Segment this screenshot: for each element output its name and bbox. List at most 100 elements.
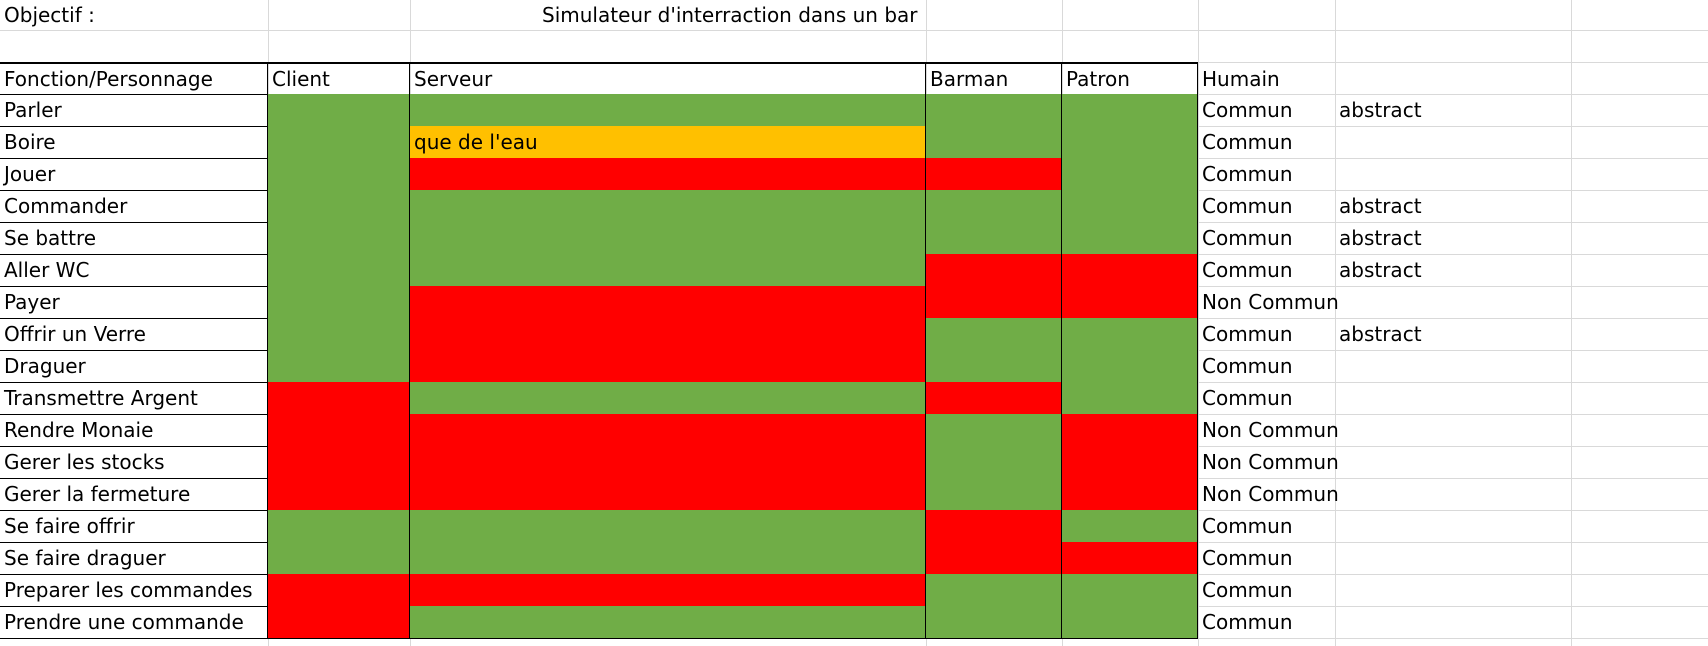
cell-client-yes[interactable] (268, 190, 410, 223)
humain-value: Non Commun (1202, 290, 1339, 314)
cell-client-no[interactable] (268, 574, 410, 607)
header-patron: Patron (1062, 62, 1198, 95)
cell-serveur-yes[interactable] (410, 510, 926, 543)
row-label: Gerer la fermeture (0, 478, 268, 511)
cell-barman-no[interactable] (926, 510, 1062, 543)
cell-client-no[interactable] (268, 606, 410, 639)
cell-serveur-no[interactable] (410, 414, 926, 447)
cell-patron-yes[interactable] (1062, 318, 1198, 351)
humain-value: Commun (1202, 322, 1293, 346)
cell-serveur-no[interactable] (410, 478, 926, 511)
row-label: Jouer (0, 158, 268, 191)
cell-barman-yes[interactable] (926, 350, 1062, 383)
cell-barman-yes[interactable] (926, 446, 1062, 479)
grid-col-line (1198, 0, 1199, 646)
cell-patron-yes[interactable] (1062, 510, 1198, 543)
cell-serveur-yes[interactable] (410, 382, 926, 415)
header-client: Client (268, 62, 410, 95)
row-label: Se battre (0, 222, 268, 255)
cell-client-yes[interactable] (268, 510, 410, 543)
cell-serveur-no[interactable] (410, 318, 926, 351)
row-label: Rendre Monaie (0, 414, 268, 447)
cell-serveur-no[interactable] (410, 446, 926, 479)
row-label: Draguer (0, 350, 268, 383)
cell-patron-yes[interactable] (1062, 222, 1198, 255)
objectif-label: Objectif : (4, 3, 95, 27)
header-barman: Barman (926, 62, 1062, 95)
cell-client-no[interactable] (268, 414, 410, 447)
humain-value: Non Commun (1202, 450, 1339, 474)
header-humain: Humain (1202, 66, 1280, 91)
humain-value: Commun (1202, 98, 1293, 122)
cell-serveur-no[interactable] (410, 286, 926, 319)
cell-client-no[interactable] (268, 446, 410, 479)
cell-serveur-yes[interactable] (410, 94, 926, 127)
cell-serveur-yes[interactable] (410, 542, 926, 575)
cell-barman-yes[interactable] (926, 414, 1062, 447)
cell-serveur-yes[interactable] (410, 222, 926, 255)
humain-value: Commun (1202, 354, 1293, 378)
cell-barman-no[interactable] (926, 542, 1062, 575)
humain-value: Commun (1202, 514, 1293, 538)
cell-patron-no[interactable] (1062, 542, 1198, 575)
cell-barman-yes[interactable] (926, 190, 1062, 223)
cell-client-yes[interactable] (268, 318, 410, 351)
row-label: Offrir un Verre (0, 318, 268, 351)
cell-client-yes[interactable] (268, 94, 410, 127)
cell-barman-yes[interactable] (926, 222, 1062, 255)
cell-patron-no[interactable] (1062, 446, 1198, 479)
cell-serveur-yes[interactable] (410, 254, 926, 287)
cell-client-yes[interactable] (268, 542, 410, 575)
cell-barman-no[interactable] (926, 158, 1062, 191)
cell-patron-yes[interactable] (1062, 190, 1198, 223)
row-label: Prendre une commande (0, 606, 268, 639)
cell-barman-yes[interactable] (926, 94, 1062, 127)
cell-barman-yes[interactable] (926, 478, 1062, 511)
abstract-flag: abstract (1339, 322, 1422, 346)
cell-patron-yes[interactable] (1062, 382, 1198, 415)
cell-patron-yes[interactable] (1062, 574, 1198, 607)
row-label: Preparer les commandes (0, 574, 268, 607)
cell-barman-yes[interactable] (926, 318, 1062, 351)
cell-client-yes[interactable] (268, 254, 410, 287)
cell-client-no[interactable] (268, 382, 410, 415)
cell-patron-yes[interactable] (1062, 158, 1198, 191)
cell-barman-no[interactable] (926, 254, 1062, 287)
cell-patron-yes[interactable] (1062, 126, 1198, 159)
row-label: Se faire draguer (0, 542, 268, 575)
humain-value: Commun (1202, 610, 1293, 634)
cell-patron-no[interactable] (1062, 478, 1198, 511)
humain-value: Non Commun (1202, 418, 1339, 442)
cell-client-yes[interactable] (268, 222, 410, 255)
cell-barman-yes[interactable] (926, 126, 1062, 159)
humain-value: Commun (1202, 258, 1293, 282)
cell-serveur-yes[interactable] (410, 190, 926, 223)
grid-col-line (1571, 0, 1572, 646)
cell-barman-yes[interactable] (926, 574, 1062, 607)
cell-client-no[interactable] (268, 478, 410, 511)
row-label: Gerer les stocks (0, 446, 268, 479)
header-serveur: Serveur (410, 62, 926, 95)
cell-client-yes[interactable] (268, 350, 410, 383)
cell-serveur-no[interactable] (410, 350, 926, 383)
cell-serveur-no[interactable] (410, 574, 926, 607)
cell-serveur-yes[interactable] (410, 606, 926, 639)
cell-client-yes[interactable] (268, 286, 410, 319)
cell-client-yes[interactable] (268, 126, 410, 159)
cell-patron-yes[interactable] (1062, 94, 1198, 127)
row-label: Transmettre Argent (0, 382, 268, 415)
row-label: Se faire offrir (0, 510, 268, 543)
cell-barman-no[interactable] (926, 382, 1062, 415)
cell-barman-yes[interactable] (926, 606, 1062, 639)
cell-patron-no[interactable] (1062, 286, 1198, 319)
cell-barman-no[interactable] (926, 286, 1062, 319)
cell-serveur-no[interactable] (410, 158, 926, 191)
cell-serveur-partial[interactable]: que de l'eau (410, 126, 926, 159)
grid-row-line (0, 30, 1708, 31)
cell-patron-no[interactable] (1062, 414, 1198, 447)
cell-patron-yes[interactable] (1062, 606, 1198, 639)
header-fonction: Fonction/Personnage (0, 62, 268, 95)
cell-patron-no[interactable] (1062, 254, 1198, 287)
cell-client-yes[interactable] (268, 158, 410, 191)
cell-patron-yes[interactable] (1062, 350, 1198, 383)
